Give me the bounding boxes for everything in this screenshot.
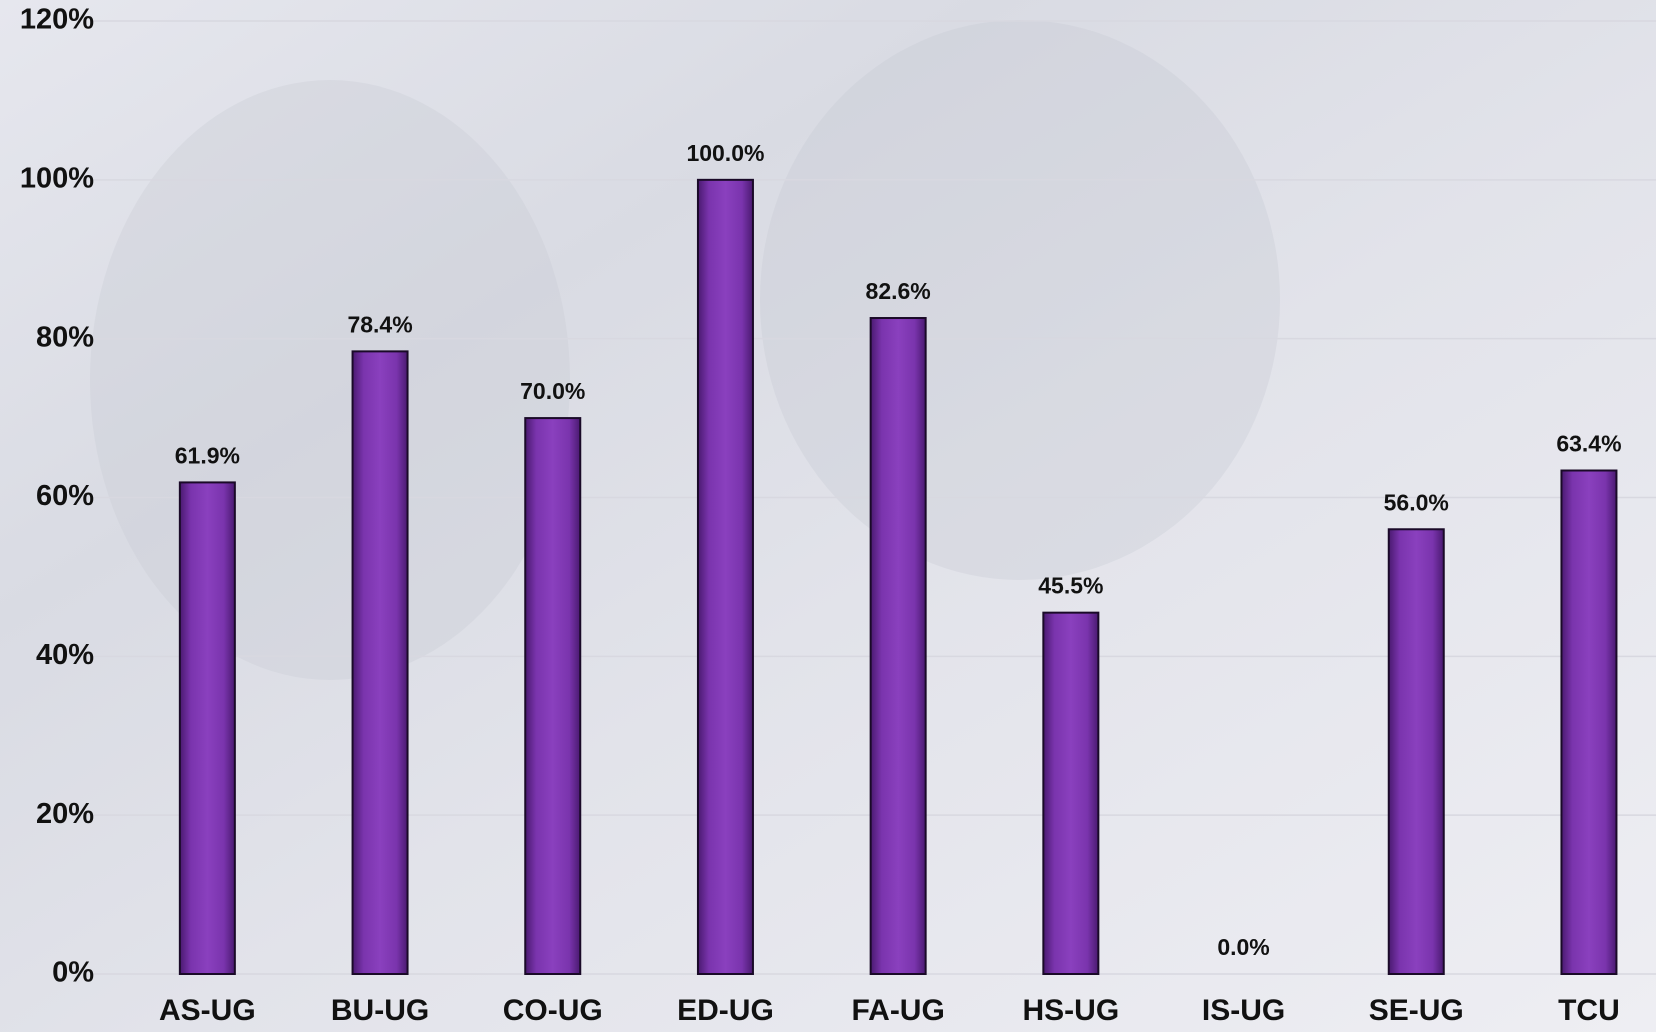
x-tick-label: SE-UG	[1369, 994, 1464, 1027]
value-label: 0.0%	[1217, 934, 1269, 960]
value-label: 100.0%	[686, 140, 764, 166]
bar	[1389, 529, 1444, 974]
value-label: 56.0%	[1384, 489, 1449, 515]
bar	[1561, 470, 1616, 974]
y-tick-label: 0%	[52, 957, 94, 989]
value-label: 82.6%	[866, 278, 931, 304]
y-tick-label: 40%	[36, 639, 94, 671]
value-label: 78.4%	[347, 311, 412, 337]
chart: 0% 20% 40% 60% 80% 100% 120% 61.9% AS-UG 78.4% BU-…	[0, 0, 1656, 1032]
x-tick-label: AS-UG	[159, 994, 256, 1027]
value-label: 61.9%	[175, 442, 240, 468]
x-tick-label: BU-UG	[331, 994, 429, 1027]
y-tick-label: 100%	[20, 162, 94, 194]
bar	[180, 482, 235, 974]
y-tick-label: 60%	[36, 480, 94, 512]
y-tick-label: 120%	[20, 4, 94, 36]
bar	[525, 418, 580, 974]
bar	[353, 351, 408, 974]
y-tick-label: 80%	[36, 321, 94, 353]
y-tick-label: 20%	[36, 798, 94, 830]
x-tick-label: TCU	[1558, 994, 1620, 1027]
x-tick-label: IS-UG	[1202, 994, 1285, 1027]
x-tick-label: FA-UG	[851, 994, 944, 1027]
bar	[871, 318, 926, 974]
x-tick-label: HS-UG	[1023, 994, 1120, 1027]
value-label: 70.0%	[520, 378, 585, 404]
x-tick-label: CO-UG	[503, 994, 603, 1027]
x-tick-label: ED-UG	[677, 994, 774, 1027]
bar	[1043, 613, 1098, 974]
value-label: 63.4%	[1556, 431, 1621, 457]
background-shape	[760, 20, 1280, 580]
value-label: 45.5%	[1038, 573, 1103, 599]
background-shape	[90, 80, 570, 680]
bar	[698, 180, 753, 974]
